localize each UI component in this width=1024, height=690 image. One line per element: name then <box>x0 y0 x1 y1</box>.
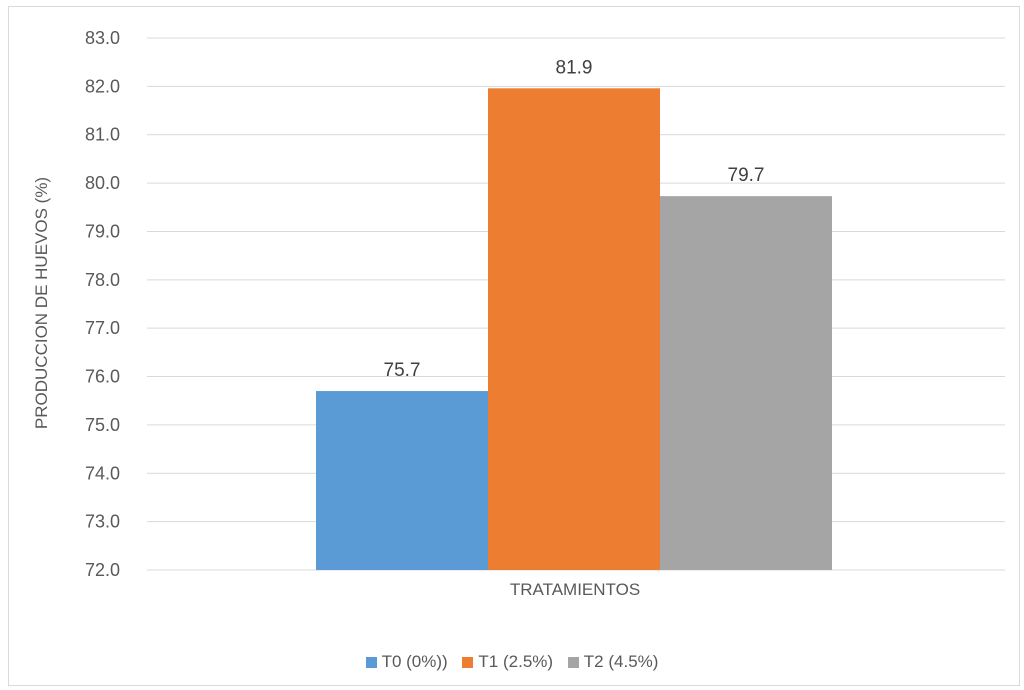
legend-item-t0: T0 (0%)) <box>365 652 448 672</box>
y-tick-label: 83.0 <box>85 28 120 48</box>
legend-item-t2: T2 (4.5%) <box>567 652 659 672</box>
y-tick-label: 73.0 <box>85 512 120 532</box>
legend-swatch-t2 <box>567 656 579 668</box>
x-axis-title: TRATAMIENTOS <box>510 580 640 599</box>
legend-label-t1: T1 (2.5%) <box>478 652 554 671</box>
y-tick-label: 74.0 <box>85 463 120 483</box>
legend-swatch-t0 <box>365 656 377 668</box>
legend-label-t2: T2 (4.5%) <box>583 652 659 671</box>
y-tick-label: 81.0 <box>85 125 120 145</box>
y-tick-label: 75.0 <box>85 415 120 435</box>
legend: T0 (0%)) T1 (2.5%) T2 (4.5%) <box>0 652 1024 673</box>
data-label-2: 79.7 <box>728 165 765 186</box>
legend-label-t0: T0 (0%)) <box>381 652 448 671</box>
bars <box>316 88 832 570</box>
data-label-0: 75.7 <box>384 360 421 381</box>
y-axis-title: PRODUCCION DE HUEVOS (%) <box>32 177 51 429</box>
legend-item-t1: T1 (2.5%) <box>462 652 553 672</box>
bar-1 <box>488 88 660 570</box>
legend-swatch-t1 <box>462 656 474 668</box>
data-labels: 75.7 81.9 79.7 <box>384 57 765 381</box>
y-tick-label: 72.0 <box>85 560 120 580</box>
y-tick-label: 80.0 <box>85 173 120 193</box>
y-tick-label: 77.0 <box>85 318 120 338</box>
y-tick-label: 76.0 <box>85 367 120 387</box>
y-tick-label: 79.0 <box>85 221 120 241</box>
data-label-1: 81.9 <box>556 57 593 78</box>
y-tick-label: 82.0 <box>85 76 120 96</box>
bar-2 <box>660 196 832 570</box>
y-tick-label: 78.0 <box>85 270 120 290</box>
y-axis-ticks: 72.0 73.0 74.0 75.0 76.0 77.0 78.0 79.0 80.0 81.0… <box>85 28 120 580</box>
bar-0 <box>316 391 488 570</box>
